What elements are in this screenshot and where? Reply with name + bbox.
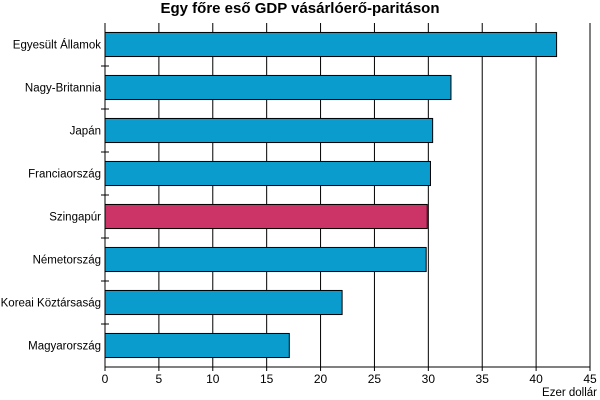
x-tick-label: 10 — [206, 372, 220, 386]
bar — [104, 203, 428, 230]
x-tick-label: 5 — [156, 372, 163, 386]
bar — [104, 332, 290, 359]
category-labels: Egyesült Államok Nagy-Britannia Japán Franc… — [1, 39, 102, 353]
category-label: Franciaország — [28, 169, 101, 181]
axes — [101, 23, 591, 371]
category-label: Magyarország — [28, 341, 101, 353]
x-axis-unit-label: Ezer dollár — [542, 387, 597, 399]
x-tick-label: 30 — [422, 372, 436, 386]
bar — [104, 289, 343, 316]
bar — [104, 160, 431, 187]
gridlines — [158, 23, 591, 367]
bar — [104, 31, 558, 58]
chart-title: Egy főre eső GDP vásárlóerő-paritáson — [160, 0, 440, 17]
category-label: Koreai Köztársaság — [1, 298, 101, 310]
x-tick-labels: 0 5 10 15 20 25 30 35 40 45 — [102, 372, 597, 386]
category-label: Szingapúr — [49, 212, 101, 224]
x-tick-label: 25 — [368, 372, 382, 386]
x-tick-label: 40 — [529, 372, 543, 386]
bar-group — [104, 31, 558, 359]
x-tick-label: 35 — [476, 372, 490, 386]
x-tick-label: 45 — [583, 372, 597, 386]
bar — [104, 74, 452, 101]
x-tick-label: 0 — [102, 372, 109, 386]
bar — [104, 117, 434, 144]
x-tick-label: 15 — [260, 372, 274, 386]
category-label: Egyesült Államok — [13, 39, 101, 52]
x-tick-label: 20 — [314, 372, 328, 386]
category-label: Németország — [33, 255, 101, 267]
category-label: Japán — [70, 126, 101, 138]
bar — [104, 246, 427, 273]
category-label: Nagy-Britannia — [25, 83, 102, 95]
